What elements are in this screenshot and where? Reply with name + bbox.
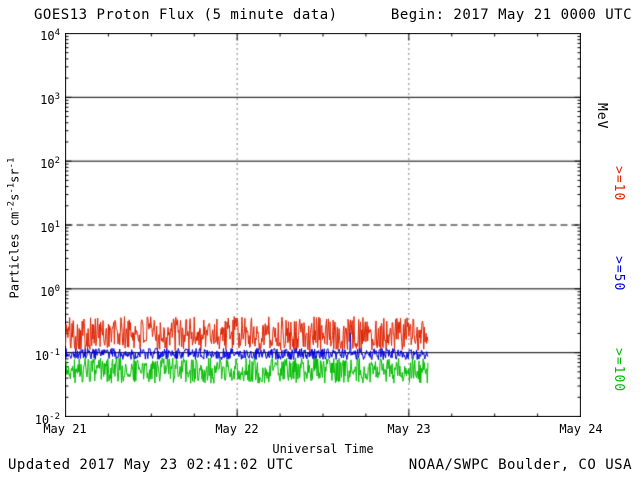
y-tick-label: 10-1 [34, 348, 60, 363]
begin-timestamp-label: Begin: 2017 May 21 0000 UTC [390, 7, 632, 23]
legend-entry-ge10: >=10 [611, 166, 626, 202]
y-tick-label: 10-2 [34, 412, 60, 427]
plot-canvas [65, 33, 581, 417]
legend-entry-ge100: >=100 [611, 348, 626, 393]
y-tick-label: 103 [40, 92, 60, 107]
x-tick-label: May 23 [387, 422, 431, 436]
x-tick-label: May 22 [215, 422, 259, 436]
legend-entry-ge50: >=50 [611, 256, 626, 292]
y-tick-label: 102 [40, 156, 60, 171]
x-tick-label: May 24 [559, 422, 603, 436]
legend-unit-label: MeV [594, 103, 609, 130]
x-axis-label: Universal Time [272, 442, 374, 456]
y-axis-label: Particles cm-2s-1sr-1 [6, 157, 22, 299]
updated-timestamp: Updated 2017 May 23 02:41:02 UTC [8, 457, 294, 473]
y-tick-label: 104 [40, 28, 60, 43]
y-tick-label: 101 [40, 220, 60, 235]
x-tick-label: May 21 [43, 422, 87, 436]
y-tick-label: 100 [40, 284, 60, 299]
chart-title: GOES13 Proton Flux (5 minute data) [34, 7, 338, 23]
source-attribution: NOAA/SWPC Boulder, CO USA [408, 457, 632, 473]
